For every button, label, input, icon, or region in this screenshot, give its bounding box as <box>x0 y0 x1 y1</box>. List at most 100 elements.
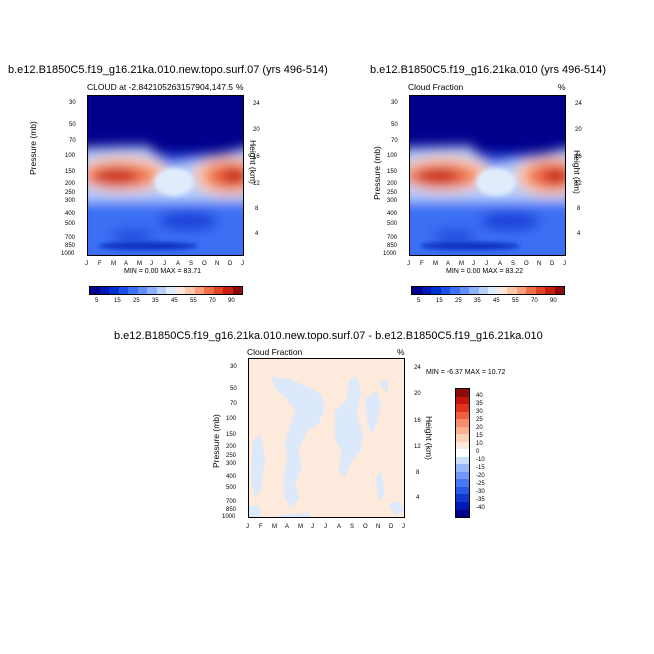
colorbar-swatch <box>456 434 469 442</box>
x-tick-label: A <box>124 261 129 267</box>
x-tick-label: F <box>259 524 263 530</box>
x-tick-label: J <box>163 261 166 267</box>
y2-tick-label: 20 <box>253 127 260 133</box>
chart-title: b.e12.B1850C5.f19_g16.21ka.010 (yrs 496-… <box>370 64 607 76</box>
y2-tick-label: 16 <box>575 154 582 160</box>
y-tick-label: 250 <box>65 190 76 196</box>
y2-tick-label: 8 <box>255 206 259 212</box>
x-tick-label: F <box>420 261 424 267</box>
y-tick-label: 850 <box>387 243 398 249</box>
x-tick-label: D <box>389 524 394 530</box>
colorbar-swatch <box>185 287 195 294</box>
y-tick-label: 700 <box>226 499 237 505</box>
x-tick-label: N <box>376 524 381 530</box>
y-tick-label: 700 <box>387 235 398 241</box>
colorbar-swatch <box>156 287 166 294</box>
y2-axis-label: Height (km) <box>424 416 434 460</box>
chart-left-label: Cloud Fraction <box>247 347 303 357</box>
x-tick-label: M <box>459 261 464 267</box>
colorbar-label: -20 <box>476 473 485 479</box>
y2-tick-label: 4 <box>416 495 420 501</box>
y2-tick-label: 20 <box>575 127 582 133</box>
colorbar-swatch <box>497 287 507 294</box>
y-tick-label: 400 <box>65 211 76 217</box>
colorbar-swatch <box>456 471 469 480</box>
y2-tick-label: 24 <box>253 101 260 107</box>
y-tick-label: 850 <box>226 507 237 513</box>
contour-plot-area <box>409 95 566 256</box>
x-tick-label: O <box>202 261 207 267</box>
x-tick-label: N <box>215 261 220 267</box>
contour-fill <box>410 96 565 255</box>
y2-tick-label: 16 <box>414 418 421 424</box>
colorbar-swatch <box>456 456 469 465</box>
colorbar-swatch <box>137 287 147 294</box>
colorbar-swatch <box>456 396 469 405</box>
colorbar-swatch <box>554 287 564 294</box>
y-axis-label: Pressure (mb) <box>28 121 38 175</box>
colorbar-swatch <box>456 441 469 450</box>
colorbar-label: 15 <box>114 298 121 304</box>
colorbar-label: 10 <box>476 441 483 447</box>
colorbar-label: 90 <box>550 298 557 304</box>
x-tick-label: N <box>537 261 542 267</box>
y-tick-label: 700 <box>65 235 76 241</box>
y2-tick-label: 8 <box>577 206 581 212</box>
x-tick-label: D <box>550 261 555 267</box>
colorbar-label: 15 <box>476 433 483 439</box>
x-tick-label: S <box>189 261 194 267</box>
x-tick-label: M <box>272 524 277 530</box>
y2-axis-label: Height (km) <box>248 140 258 184</box>
y-tick-label: 50 <box>391 122 398 128</box>
y-tick-label: 200 <box>387 181 398 187</box>
x-tick-label: M <box>298 524 303 530</box>
y-tick-label: 30 <box>230 364 237 370</box>
min-max-label: MIN = -6.37 MAX = 10.72 <box>426 369 506 376</box>
colorbar-label: -25 <box>476 481 485 487</box>
x-tick-label: J <box>150 261 153 267</box>
colorbar-label: 45 <box>493 298 500 304</box>
x-tick-label: F <box>98 261 102 267</box>
colorbar-swatch <box>478 287 488 294</box>
colorbar-swatch <box>213 287 223 294</box>
y-tick-label: 50 <box>69 122 76 128</box>
y-tick-label: 400 <box>387 211 398 217</box>
colorbar-swatch <box>166 287 176 294</box>
y-tick-label: 100 <box>387 153 398 159</box>
colorbar-label: 0 <box>476 449 480 455</box>
x-tick-label: A <box>176 261 181 267</box>
colorbar-swatch <box>456 464 469 472</box>
x-tick-label: O <box>363 524 368 530</box>
y-tick-label: 100 <box>65 153 76 159</box>
colorbar-swatch <box>175 287 185 294</box>
colorbar-label: 35 <box>476 401 483 407</box>
y2-tick-label: 12 <box>253 181 260 187</box>
x-tick-label: A <box>498 261 503 267</box>
y-tick-label: 300 <box>65 198 76 204</box>
colorbar-swatch <box>456 404 469 412</box>
colorbar-swatch <box>456 479 469 487</box>
y-tick-label: 150 <box>387 169 398 175</box>
chart-left-label: Cloud Fraction <box>408 82 464 92</box>
y-tick-label: 100 <box>226 416 237 422</box>
chart-units-label: % <box>397 347 405 357</box>
x-tick-label: J <box>485 261 488 267</box>
colorbar-label: 35 <box>152 298 159 304</box>
colorbar-label: 15 <box>436 298 443 304</box>
y-tick-label: 300 <box>387 198 398 204</box>
colorbar-swatch <box>456 501 469 510</box>
y2-tick-label: 20 <box>414 391 421 397</box>
x-tick-label: J <box>85 261 88 267</box>
colorbar-swatch <box>99 287 109 294</box>
colorbar-label: -10 <box>476 457 485 463</box>
y-tick-label: 400 <box>226 474 237 480</box>
y-axis-label: Pressure (mb) <box>372 146 382 200</box>
colorbar-swatch <box>223 287 233 294</box>
colorbar-label: 25 <box>476 417 483 423</box>
min-max-label: MIN = 0.00 MAX = 83.71 <box>124 268 202 275</box>
colorbar-swatch <box>147 287 157 294</box>
colorbar-label: 40 <box>476 393 483 399</box>
x-tick-label: J <box>472 261 475 267</box>
colorbar-swatch <box>456 411 469 420</box>
colorbar-label: 70 <box>209 298 216 304</box>
